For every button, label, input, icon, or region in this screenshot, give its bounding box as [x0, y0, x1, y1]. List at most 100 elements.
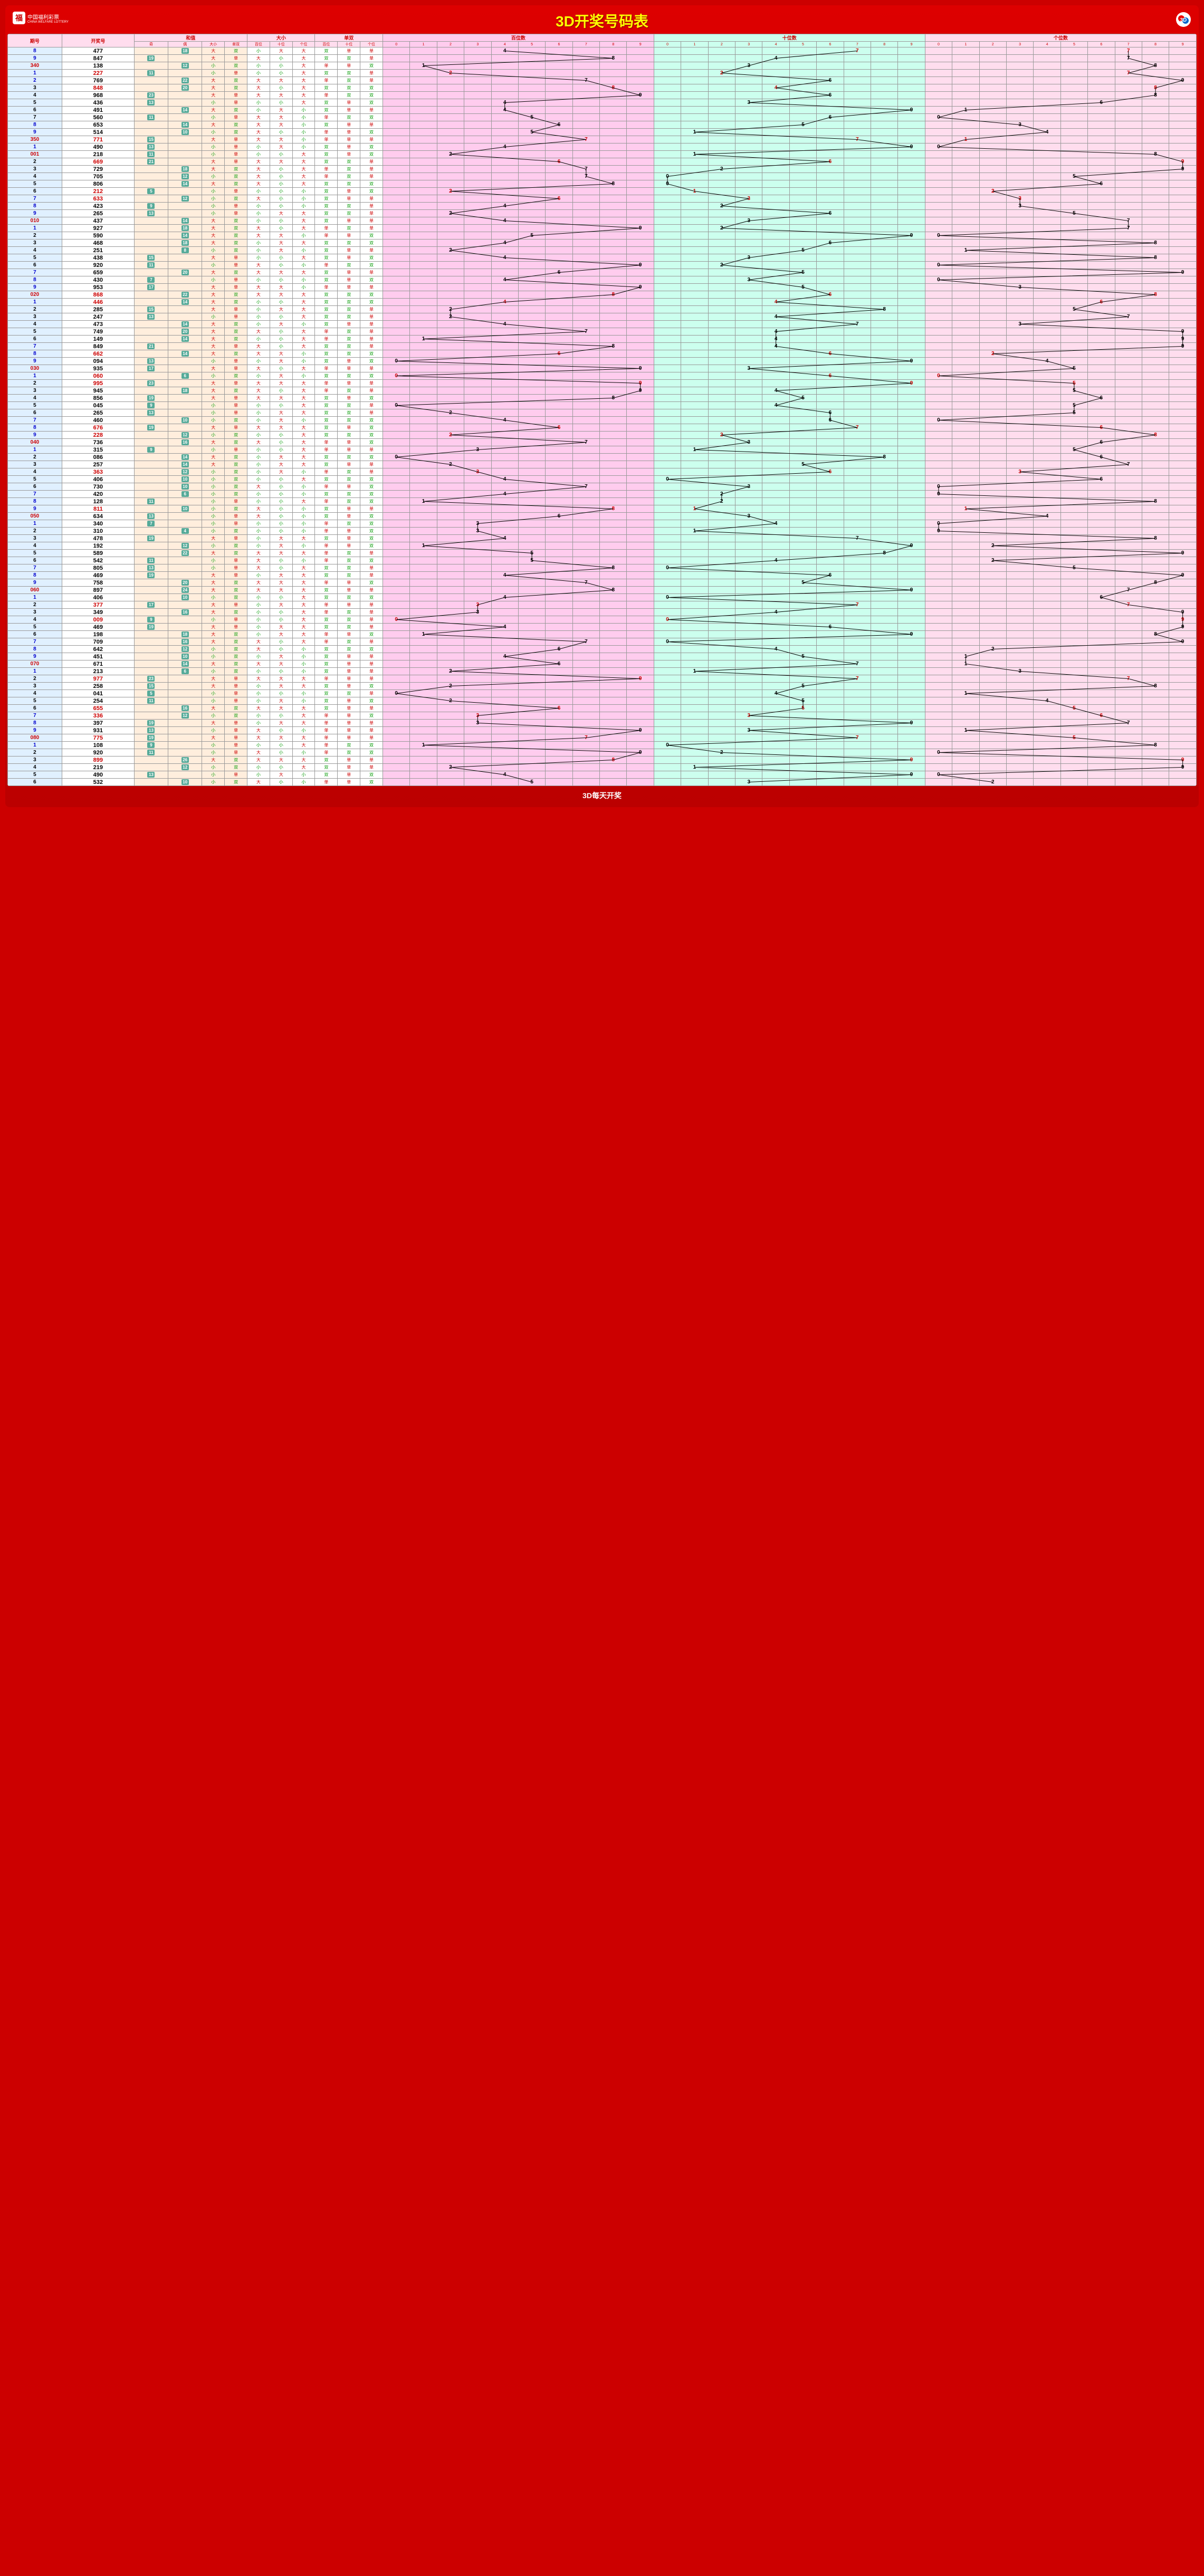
- draw-cell: 213: [62, 668, 134, 675]
- table-row: 419212小双小大小单单双192: [8, 542, 1197, 550]
- table-row: 40415小单小小小双双单041: [8, 690, 1197, 697]
- table-row: 266921大单大大大双双单669: [8, 158, 1197, 166]
- table-row: 866214大双大大小双双双662: [8, 350, 1197, 358]
- period-cell: 5: [8, 476, 62, 483]
- period-cell: 9: [8, 505, 62, 513]
- table-row: 276922大双大大大单双单769: [8, 77, 1197, 84]
- period-cell: 5: [8, 550, 62, 557]
- period-cell: 020: [8, 291, 62, 299]
- draw-cell: 254: [62, 697, 134, 705]
- period-cell: 6: [8, 409, 62, 417]
- table-row: 654211小单大小小单双双542: [8, 557, 1197, 564]
- draw-cell: 377: [62, 601, 134, 609]
- draw-cell: 227: [62, 70, 134, 77]
- draw-cell: 149: [62, 336, 134, 343]
- draw-cell: 977: [62, 675, 134, 683]
- table-row: 614914大双小小大单双单149: [8, 336, 1197, 343]
- period-cell: 7: [8, 343, 62, 350]
- draw-cell: 212: [62, 188, 134, 195]
- period-cell: 4: [8, 321, 62, 328]
- draw-cell: 848: [62, 84, 134, 92]
- draw-cell: 086: [62, 454, 134, 461]
- table-row: 140610小双小小大双双双406: [8, 594, 1197, 601]
- draw-cell: 634: [62, 513, 134, 520]
- draw-cell: 709: [62, 638, 134, 646]
- period-cell: 060: [8, 587, 62, 594]
- table-row: 765920大双大大大双单单659: [8, 269, 1197, 276]
- period-cell: 1: [8, 668, 62, 675]
- period-cell: 8: [8, 498, 62, 505]
- draw-cell: 897: [62, 587, 134, 594]
- col-bai: 百位数: [383, 34, 654, 42]
- period-cell: 070: [8, 660, 62, 668]
- col-draw: 开奖号: [62, 34, 134, 47]
- table-row: 42518小双小大小双单单251: [8, 247, 1197, 254]
- period-cell: 1: [8, 594, 62, 601]
- period-cell: 4: [8, 616, 62, 624]
- table-row: 922812小双小小大双双双228: [8, 432, 1197, 439]
- period-cell: 7: [8, 491, 62, 498]
- draw-cell: 437: [62, 217, 134, 225]
- table-row: 372918大双大小大单双单729: [8, 166, 1197, 173]
- period-cell: 6: [8, 336, 62, 343]
- header: 福 中国福利彩票 CHINA WELFARE LOTTERY 3D开奖号码表 3…: [7, 7, 1197, 34]
- table-row: 208614大双小大大双双双086: [8, 454, 1197, 461]
- draw-cell: 669: [62, 158, 134, 166]
- period-cell: 9: [8, 432, 62, 439]
- period-cell: 7: [8, 564, 62, 572]
- period-cell: 5: [8, 697, 62, 705]
- period-cell: 6: [8, 483, 62, 491]
- period-cell: 2: [8, 158, 62, 166]
- period-cell: 8: [8, 572, 62, 579]
- draw-cell: 363: [62, 468, 134, 476]
- draw-cell: 968: [62, 92, 134, 99]
- draw-cell: 655: [62, 705, 134, 712]
- draw-cell: 847: [62, 55, 134, 62]
- period-cell: 9: [8, 358, 62, 365]
- draw-cell: 446: [62, 299, 134, 306]
- period-cell: 5: [8, 624, 62, 631]
- draw-cell: 532: [62, 779, 134, 786]
- draw-cell: 468: [62, 240, 134, 247]
- draw-cell: 315: [62, 446, 134, 454]
- draw-cell: 671: [62, 660, 134, 668]
- period-cell: 4: [8, 173, 62, 180]
- period-cell: 2: [8, 77, 62, 84]
- period-cell: 6: [8, 631, 62, 638]
- period-cell: 5: [8, 402, 62, 409]
- table-row: 299523大单大大大单单单995: [8, 380, 1197, 387]
- table-row: 784921大单大小大双双单849: [8, 343, 1197, 350]
- period-cell: 010: [8, 217, 62, 225]
- period-cell: 4: [8, 468, 62, 476]
- period-cell: 3: [8, 535, 62, 542]
- table-row: 12136小双小小小双单单213: [8, 668, 1197, 675]
- table-row: 984719大单大小大双双单847: [8, 55, 1197, 62]
- table-row: 543613小单小小大双单双436: [8, 99, 1197, 107]
- draw-cell: 219: [62, 764, 134, 771]
- table-row: 909413小单小大小双单双094: [8, 358, 1197, 365]
- draw-cell: 397: [62, 720, 134, 727]
- period-cell: 8: [8, 276, 62, 284]
- draw-cell: 406: [62, 594, 134, 601]
- table-row: 756011小单大大小单双双560: [8, 114, 1197, 121]
- draw-cell: 265: [62, 409, 134, 417]
- draw-cell: 009: [62, 616, 134, 624]
- col-danshuang: 单双: [315, 34, 383, 42]
- draw-cell: 633: [62, 195, 134, 203]
- table-row: 945110小双小大小双单单451: [8, 653, 1197, 660]
- draw-cell: 108: [62, 742, 134, 749]
- table-row: 50459小单小小大双双单045: [8, 402, 1197, 409]
- col-period: 期号: [8, 34, 62, 47]
- period-cell: 040: [8, 439, 62, 446]
- table-row: 384820大双大小大双双双848: [8, 84, 1197, 92]
- period-cell: 2: [8, 675, 62, 683]
- table-row: 846919大单小大大双双单469: [8, 572, 1197, 579]
- table-row: 297723大单大大大单单单977: [8, 675, 1197, 683]
- period-cell: 9: [8, 284, 62, 291]
- table-row: 540610小双小小大双双双406: [8, 476, 1197, 483]
- draw-cell: 198: [62, 631, 134, 638]
- period-cell: 4: [8, 542, 62, 550]
- draw-cell: 945: [62, 387, 134, 395]
- table-row: 981110小双大小小双单单811: [8, 505, 1197, 513]
- table-row: 00121811小单小小大双单双218: [8, 151, 1197, 158]
